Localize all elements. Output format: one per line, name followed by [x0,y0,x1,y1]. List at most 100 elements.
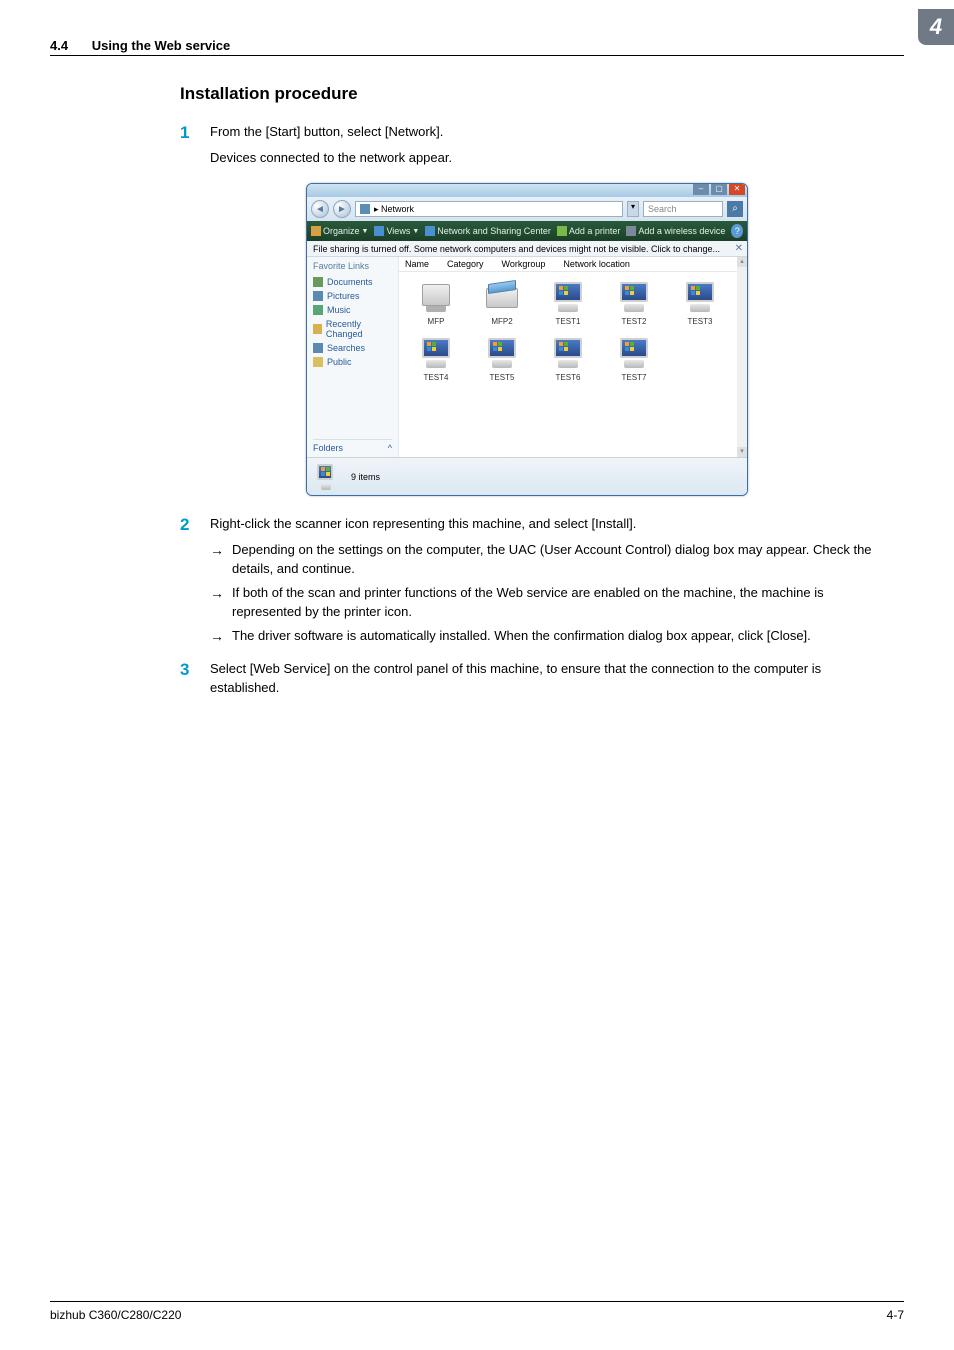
device-test5[interactable]: TEST5 [469,336,535,382]
folder-icon [313,305,323,315]
arrow-icon: → [210,540,232,579]
device-test3[interactable]: TEST3 [667,280,733,326]
folder-icon [313,291,323,301]
sidebar-item-pictures[interactable]: Pictures [313,289,392,303]
sidebar-item-label: Searches [327,343,365,353]
printer-icon [416,280,456,314]
page-header: 4.4 Using the Web service 4 [50,38,904,56]
forward-button[interactable]: ► [333,200,351,218]
pc-icon [548,336,588,370]
views-button[interactable]: Views▼ [374,226,419,236]
column-headers[interactable]: Name Category Workgroup Network location [399,257,747,272]
info-close-icon[interactable]: ✕ [735,243,743,254]
step-text: Select [Web Service] on the control pane… [210,659,874,698]
search-input[interactable]: Search [643,201,723,217]
back-button[interactable]: ◄ [311,200,329,218]
sidebar-item-label: Public [327,357,352,367]
add-printer-button[interactable]: Add a printer [557,226,621,236]
minimize-button[interactable]: – [693,184,709,195]
add-printer-icon [557,226,567,236]
folder-icon [313,277,323,287]
device-label: TEST2 [601,317,667,326]
device-mfp[interactable]: MFP [403,280,469,326]
bullet-text: If both of the scan and printer function… [232,583,874,622]
device-test7[interactable]: TEST7 [601,336,667,382]
device-label: MFP [403,317,469,326]
address-dropdown[interactable]: ▾ [627,201,639,217]
col-category[interactable]: Category [447,259,484,269]
sidebar-item-recently-changed[interactable]: Recently Changed [313,317,392,341]
step-2: 2 Right-click the scanner icon represent… [180,514,874,651]
pc-icon [614,336,654,370]
device-label: TEST7 [601,373,667,382]
chapter-badge: 4 [918,9,954,45]
step-text: Right-click the scanner icon representin… [210,514,874,534]
address-bar[interactable]: ▸ Network [355,201,623,217]
scroll-up-icon[interactable]: ▴ [737,257,747,267]
step-text: Devices connected to the network appear. [210,148,874,168]
step-3: 3 Select [Web Service] on the control pa… [180,659,874,704]
header-left: 4.4 Using the Web service [50,38,918,53]
step-text: From the [Start] button, select [Network… [210,122,874,142]
chevron-up-icon: ^ [388,443,392,453]
section-number: 4.4 [50,38,68,53]
maximize-button[interactable]: ▢ [711,184,727,195]
step-number: 1 [180,122,210,173]
scanner-icon [482,280,522,314]
window-titlebar[interactable]: – ▢ ✕ [307,184,747,197]
device-test1[interactable]: TEST1 [535,280,601,326]
arrow-icon: → [210,583,232,622]
device-test6[interactable]: TEST6 [535,336,601,382]
favorites-heading: Favorite Links [313,261,392,271]
status-icon [315,464,343,490]
wireless-icon [626,226,636,236]
device-test4[interactable]: TEST4 [403,336,469,382]
scrollbar[interactable]: ▴ ▾ [737,257,747,457]
folders-toggle[interactable]: Folders ^ [313,439,392,453]
search-icon[interactable]: ⌕ [727,201,743,217]
status-text: 9 items [351,472,380,482]
scroll-down-icon[interactable]: ▾ [737,447,747,457]
sidebar: Favorite Links Documents Pictures Music Rec… [307,257,399,457]
sidebar-item-searches[interactable]: Searches [313,341,392,355]
sidebar-item-label: Music [327,305,351,315]
sidebar-item-documents[interactable]: Documents [313,275,392,289]
col-workgroup[interactable]: Workgroup [502,259,546,269]
close-button[interactable]: ✕ [729,184,745,195]
pc-icon [614,280,654,314]
network-window: – ▢ ✕ ◄ ► ▸ Network ▾ Search [306,183,748,496]
device-test2[interactable]: TEST2 [601,280,667,326]
status-bar: 9 items [307,457,747,495]
device-label: MFP2 [469,317,535,326]
folder-icon [313,357,323,367]
organize-icon [311,226,321,236]
pc-icon [482,336,522,370]
device-label: TEST5 [469,373,535,382]
bullet-text: Depending on the settings on the compute… [232,540,874,579]
sharing-icon [425,226,435,236]
sidebar-item-music[interactable]: Music [313,303,392,317]
sidebar-item-public[interactable]: Public [313,355,392,369]
pc-icon [548,280,588,314]
arrow-icon: → [210,626,232,647]
main-pane: Name Category Workgroup Network location… [399,257,747,457]
bullet-text: The driver software is automatically ins… [232,626,874,647]
folder-icon [313,343,323,353]
organize-button[interactable]: Organize▼ [311,226,368,236]
page-title: Installation procedure [180,84,874,104]
pc-icon [416,336,456,370]
folder-icon [313,324,322,334]
col-location[interactable]: Network location [563,259,630,269]
section-title: Using the Web service [92,38,230,53]
sidebar-item-label: Pictures [327,291,360,301]
sidebar-item-label: Recently Changed [326,319,392,339]
help-button[interactable]: ? [731,224,743,238]
col-name[interactable]: Name [405,259,429,269]
page-footer: bizhub C360/C280/C220 4-7 [50,1301,904,1322]
add-wireless-button[interactable]: Add a wireless device [626,226,725,236]
pc-icon [680,280,720,314]
footer-left: bizhub C360/C280/C220 [50,1308,181,1322]
sharing-center-button[interactable]: Network and Sharing Center [425,226,551,236]
device-mfp2[interactable]: MFP2 [469,280,535,326]
info-bar[interactable]: File sharing is turned off. Some network… [307,241,747,257]
